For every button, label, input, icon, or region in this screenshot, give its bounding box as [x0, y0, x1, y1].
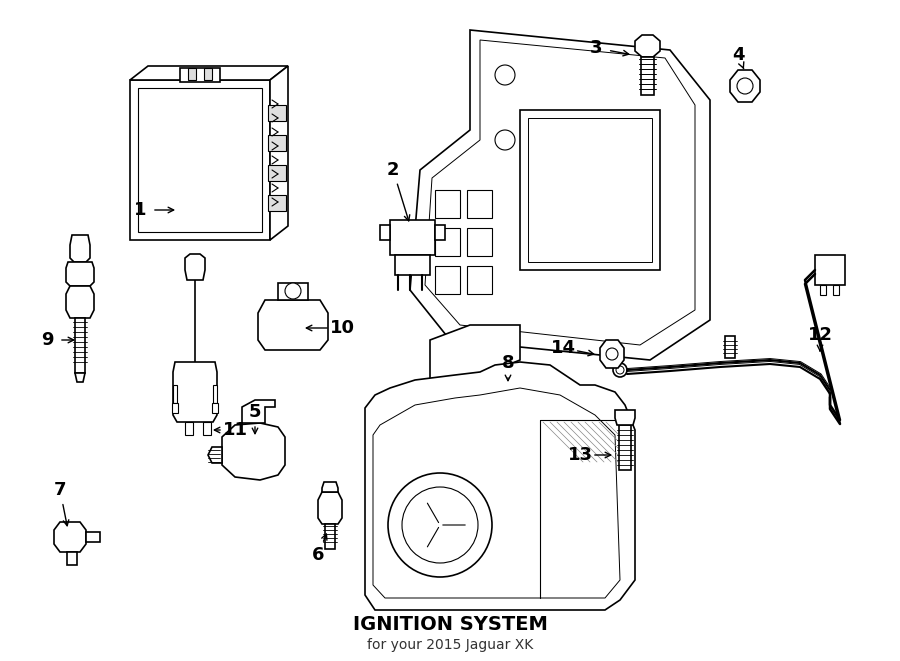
Bar — [75, 318, 85, 373]
Bar — [528, 118, 652, 262]
Text: 11: 11 — [222, 421, 248, 439]
Bar — [435, 228, 460, 256]
Text: 7: 7 — [54, 481, 67, 499]
Polygon shape — [130, 80, 270, 240]
Polygon shape — [67, 552, 77, 565]
Bar — [467, 228, 492, 256]
Polygon shape — [242, 400, 275, 423]
Polygon shape — [208, 447, 222, 463]
Bar — [467, 190, 492, 218]
Text: 13: 13 — [568, 446, 592, 464]
Bar — [213, 385, 217, 403]
Polygon shape — [380, 225, 390, 240]
Bar — [820, 285, 826, 295]
Text: 2: 2 — [387, 161, 400, 179]
Bar — [641, 57, 654, 95]
Bar — [435, 190, 460, 218]
Polygon shape — [222, 423, 285, 480]
Polygon shape — [730, 70, 760, 102]
Polygon shape — [130, 66, 288, 80]
Bar — [520, 110, 660, 270]
Circle shape — [495, 130, 515, 150]
Text: 8: 8 — [501, 354, 514, 372]
Bar — [833, 285, 839, 295]
Polygon shape — [185, 422, 193, 435]
Circle shape — [613, 363, 627, 377]
Bar — [268, 135, 286, 151]
Polygon shape — [270, 66, 288, 240]
Bar — [173, 385, 177, 403]
Circle shape — [495, 65, 515, 85]
Polygon shape — [75, 373, 85, 382]
Polygon shape — [635, 35, 660, 57]
Bar — [395, 255, 430, 275]
Text: 3: 3 — [590, 39, 602, 57]
Text: 14: 14 — [551, 339, 575, 357]
Bar — [138, 88, 262, 232]
Circle shape — [737, 78, 753, 94]
Polygon shape — [365, 362, 635, 610]
Text: 4: 4 — [732, 46, 744, 64]
Bar — [172, 403, 178, 413]
Bar — [435, 266, 460, 294]
Bar — [188, 68, 196, 80]
Polygon shape — [615, 410, 635, 425]
Polygon shape — [185, 254, 205, 280]
Text: 5: 5 — [248, 403, 261, 421]
Text: for your 2015 Jaguar XK: for your 2015 Jaguar XK — [367, 638, 533, 652]
Bar — [725, 336, 735, 358]
Text: IGNITION SYSTEM: IGNITION SYSTEM — [353, 615, 547, 635]
Circle shape — [285, 283, 301, 299]
Bar — [467, 266, 492, 294]
Polygon shape — [278, 283, 308, 300]
Bar — [180, 68, 220, 82]
Polygon shape — [600, 340, 624, 368]
Text: 6: 6 — [311, 546, 324, 564]
Bar — [619, 425, 631, 470]
Polygon shape — [173, 362, 217, 422]
Text: 12: 12 — [807, 326, 833, 344]
Polygon shape — [410, 30, 710, 360]
Bar — [268, 165, 286, 181]
Polygon shape — [86, 532, 100, 542]
Polygon shape — [203, 422, 211, 435]
Polygon shape — [66, 286, 94, 318]
Bar — [268, 105, 286, 121]
Polygon shape — [435, 225, 445, 240]
Polygon shape — [318, 492, 342, 524]
Text: 10: 10 — [329, 319, 355, 337]
Text: 9: 9 — [40, 331, 53, 349]
Bar — [212, 403, 218, 413]
Text: 1: 1 — [134, 201, 146, 219]
Bar — [204, 68, 212, 80]
Bar — [390, 220, 435, 255]
Bar — [325, 524, 335, 549]
Polygon shape — [430, 325, 520, 380]
Polygon shape — [815, 255, 845, 285]
Polygon shape — [54, 522, 86, 552]
Circle shape — [388, 473, 492, 577]
Polygon shape — [66, 262, 94, 286]
Polygon shape — [70, 235, 90, 262]
Bar — [268, 195, 286, 211]
Polygon shape — [258, 300, 328, 350]
Polygon shape — [322, 482, 338, 492]
